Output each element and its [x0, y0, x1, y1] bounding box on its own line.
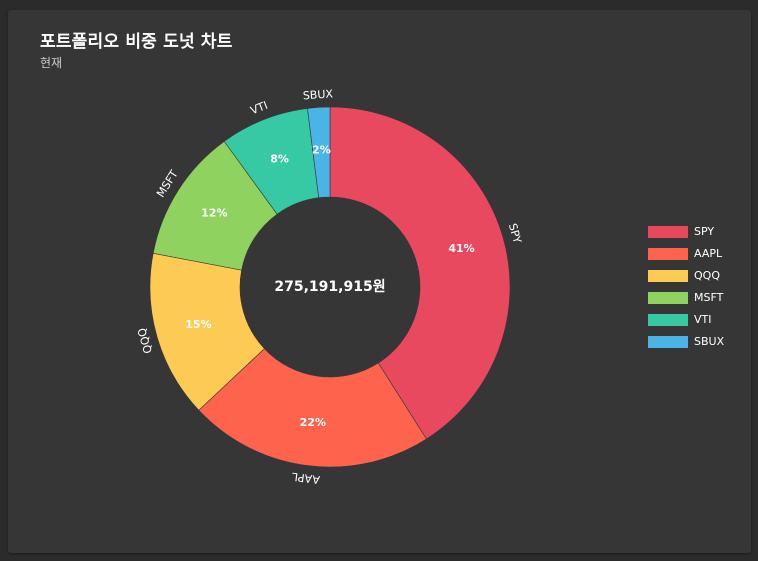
legend-label-msft[interactable]: MSFT: [694, 291, 724, 304]
donut-slice-sbux[interactable]: [307, 106, 331, 199]
chart-legend: SPY AAPL QQQ MSFT VTI SBUX: [648, 225, 725, 348]
legend-swatch-spy[interactable]: [648, 226, 688, 238]
slice-label-spy: SPY: [506, 222, 524, 245]
legend-swatch-sbux[interactable]: [648, 336, 688, 348]
chart-subtitle: 현재: [40, 56, 63, 70]
donut-slice-qqq[interactable]: [149, 252, 265, 411]
legend-swatch-aapl[interactable]: [648, 248, 688, 260]
slice-label-sbux: SBUX: [302, 87, 333, 102]
slice-percent-msft: 12%: [201, 207, 227, 220]
slice-percent-vti: 8%: [270, 153, 289, 166]
legend-label-aapl[interactable]: AAPL: [694, 247, 723, 260]
slice-percent-qqq: 15%: [185, 318, 211, 331]
slice-label-aapl: AAPL: [290, 470, 320, 487]
donut-center-total: 275,191,915원: [274, 279, 385, 295]
slice-percent-aapl: 22%: [300, 416, 326, 429]
chart-card: 포트폴리오 비중 도넛 차트 현재: [8, 10, 751, 553]
percent-labels: 41% 22% 15% 12% 8% 2%: [185, 143, 474, 429]
legend-label-vti[interactable]: VTI: [694, 313, 712, 326]
donut-slice-aapl[interactable]: [198, 348, 427, 468]
slice-label-vti: VTI: [249, 99, 270, 118]
donut-slice-spy[interactable]: [329, 106, 511, 440]
chart-title: 포트폴리오 비중 도넛 차트: [40, 32, 233, 52]
slice-percent-sbux: 2%: [312, 143, 331, 156]
legend-swatch-msft[interactable]: [648, 292, 688, 304]
donut-slices: [149, 106, 511, 468]
legend-swatch-qqq[interactable]: [648, 270, 688, 282]
legend-label-qqq[interactable]: QQQ: [694, 269, 720, 282]
slice-percent-spy: 41%: [448, 242, 474, 255]
slice-label-qqq: QQQ: [135, 326, 155, 355]
legend-label-spy[interactable]: SPY: [694, 225, 714, 238]
legend-label-sbux[interactable]: SBUX: [694, 335, 725, 348]
legend-swatch-vti[interactable]: [648, 314, 688, 326]
